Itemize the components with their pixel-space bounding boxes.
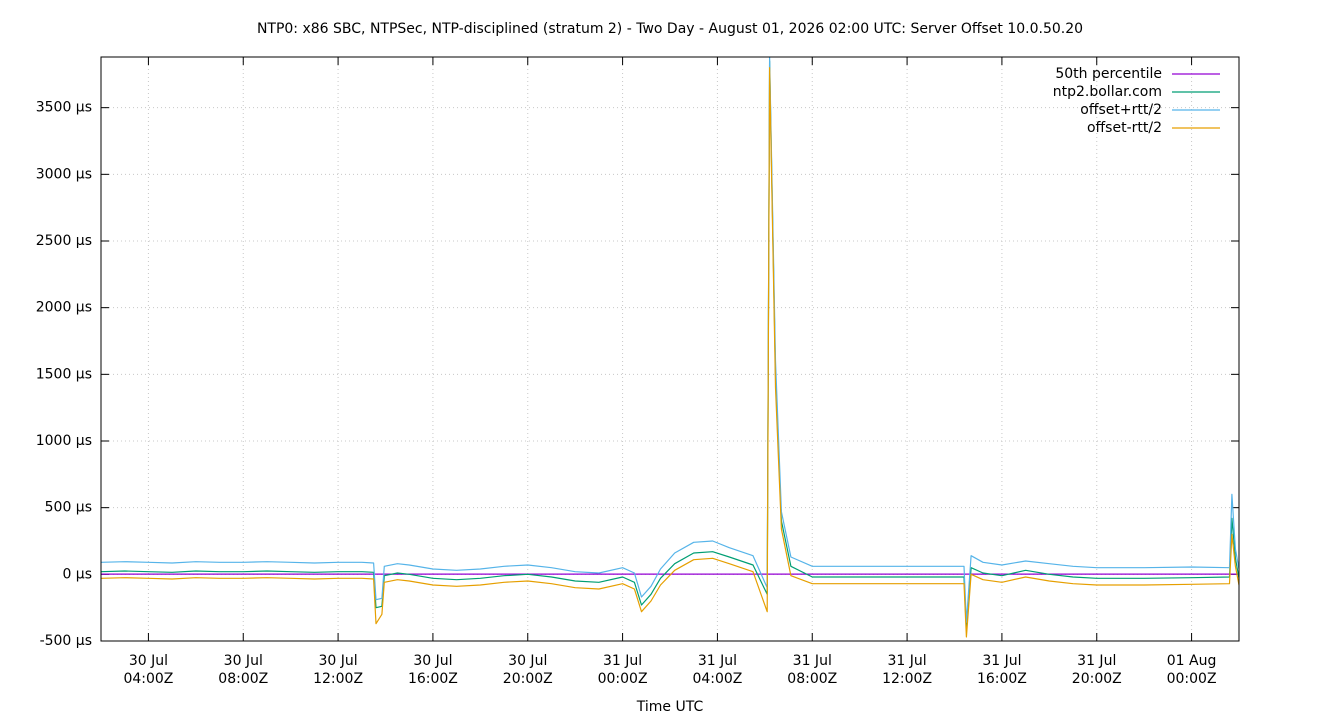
x-tick-label: 16:00Z	[408, 671, 458, 687]
x-tick-label: 12:00Z	[313, 671, 363, 687]
legend-label: ntp2.bollar.com	[1053, 84, 1162, 100]
series-line	[101, 57, 1239, 623]
y-tick-label: 3000 µs	[36, 166, 92, 182]
x-tick-label: 08:00Z	[218, 671, 268, 687]
plot-frame	[100, 56, 1240, 642]
y-tick-label: 2000 µs	[36, 300, 92, 316]
legend-label: 50th percentile	[1055, 66, 1162, 82]
x-tick-label: 31 Jul	[1077, 653, 1116, 669]
x-tick-label: 04:00Z	[692, 671, 742, 687]
y-tick-label: 3500 µs	[36, 100, 92, 116]
x-tick-label: 08:00Z	[787, 671, 837, 687]
x-tick-label: 30 Jul	[319, 653, 358, 669]
y-tick-label: 500 µs	[45, 500, 92, 516]
x-tick-label: 31 Jul	[888, 653, 927, 669]
y-tick-label: -500 µs	[40, 633, 92, 649]
x-tick-label: 04:00Z	[123, 671, 173, 687]
y-tick-label: 1500 µs	[36, 366, 92, 382]
x-tick-label: 31 Jul	[793, 653, 832, 669]
y-tick-label: 2500 µs	[36, 233, 92, 249]
series-line	[101, 67, 1239, 638]
y-tick-label: 0 µs	[62, 566, 92, 582]
x-axis-label: Time UTC	[636, 699, 704, 715]
series-line	[101, 60, 1239, 631]
x-tick-label: 20:00Z	[503, 671, 553, 687]
x-tick-label: 00:00Z	[598, 671, 648, 687]
legend-label: offset+rtt/2	[1080, 102, 1162, 118]
x-tick-label: 20:00Z	[1072, 671, 1122, 687]
x-tick-label: 30 Jul	[224, 653, 263, 669]
x-tick-label: 31 Jul	[982, 653, 1021, 669]
x-tick-label: 01 Aug	[1167, 653, 1217, 669]
x-tick-label: 30 Jul	[129, 653, 168, 669]
x-tick-label: 00:00Z	[1167, 671, 1217, 687]
x-tick-label: 12:00Z	[882, 671, 932, 687]
chart-title: NTP0: x86 SBC, NTPSec, NTP-disciplined (…	[257, 21, 1083, 37]
x-tick-label: 31 Jul	[603, 653, 642, 669]
legend-label: offset-rtt/2	[1087, 120, 1162, 136]
x-tick-label: 30 Jul	[508, 653, 547, 669]
x-tick-label: 31 Jul	[698, 653, 737, 669]
y-tick-label: 1000 µs	[36, 433, 92, 449]
x-tick-label: 30 Jul	[413, 653, 452, 669]
x-tick-label: 16:00Z	[977, 671, 1027, 687]
